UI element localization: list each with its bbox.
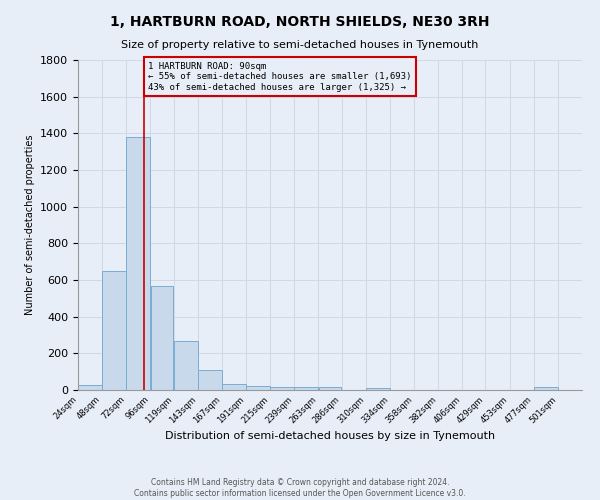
Y-axis label: Number of semi-detached properties: Number of semi-detached properties [25,134,35,316]
Bar [174,342,197,390]
Bar [127,137,150,390]
Text: Size of property relative to semi-detached houses in Tynemouth: Size of property relative to semi-detach… [121,40,479,50]
Bar [534,386,558,390]
Bar [295,386,318,390]
Bar [246,386,270,390]
Bar [102,271,126,390]
Bar [78,384,102,390]
Bar [366,388,390,390]
Bar [270,386,294,390]
Bar [151,286,173,390]
Bar [319,387,341,390]
Text: Contains HM Land Registry data © Crown copyright and database right 2024.
Contai: Contains HM Land Registry data © Crown c… [134,478,466,498]
X-axis label: Distribution of semi-detached houses by size in Tynemouth: Distribution of semi-detached houses by … [165,430,495,440]
Text: 1, HARTBURN ROAD, NORTH SHIELDS, NE30 3RH: 1, HARTBURN ROAD, NORTH SHIELDS, NE30 3R… [110,15,490,29]
Bar [198,370,222,390]
Bar [222,384,246,390]
Text: 1 HARTBURN ROAD: 90sqm
← 55% of semi-detached houses are smaller (1,693)
43% of : 1 HARTBURN ROAD: 90sqm ← 55% of semi-det… [148,62,412,92]
